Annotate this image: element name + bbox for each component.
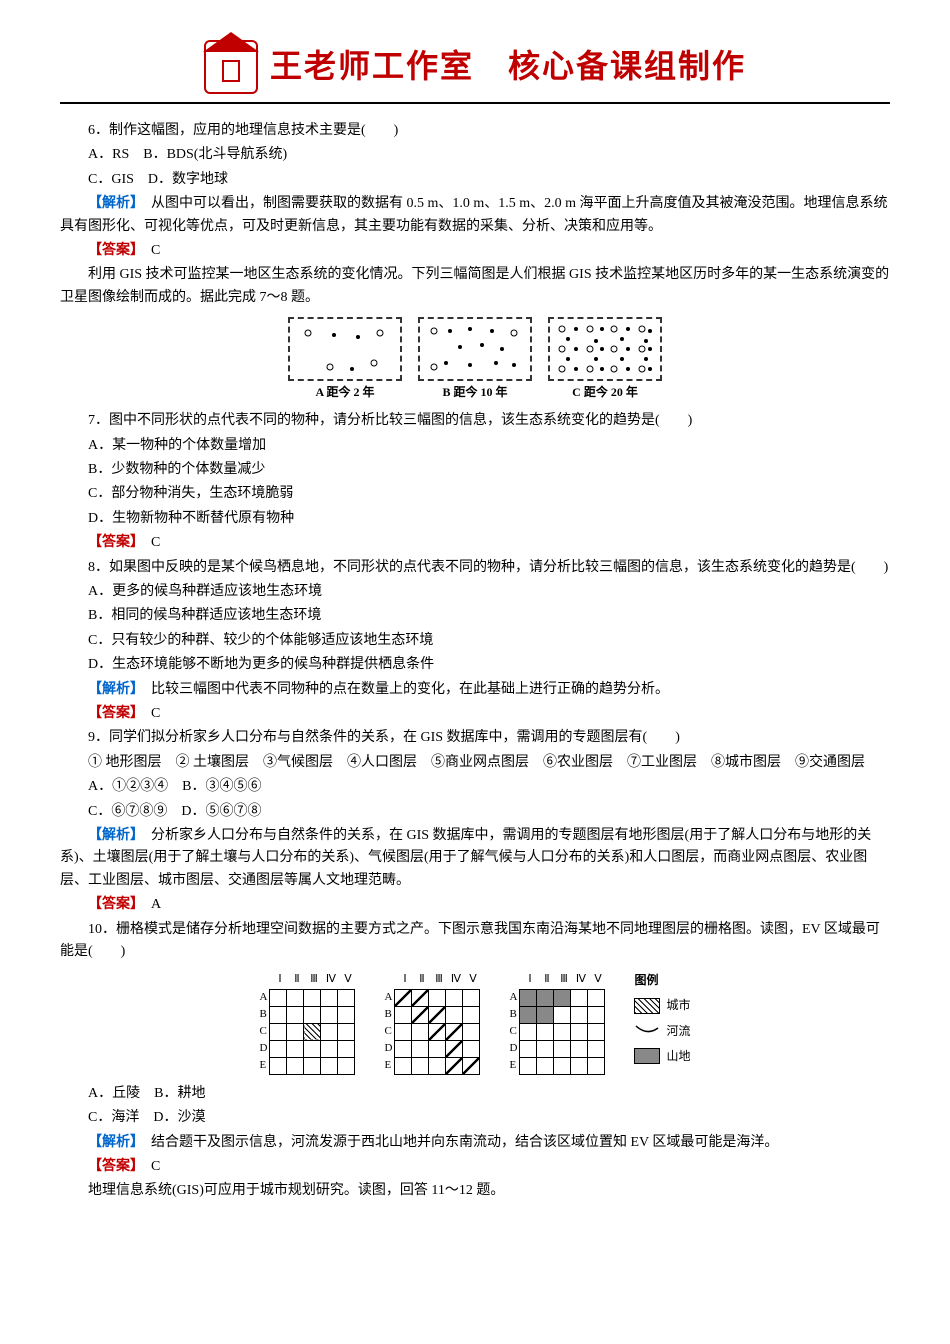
q8-analysis: 【解析】 比较三幅图中代表不同物种的点在数量上的变化，在此基础上进行正确的趋势分…	[60, 679, 890, 701]
q6-answer: 【答案】 C	[60, 240, 890, 262]
q8-a: A．更多的候鸟种群适应该地生态环境	[60, 581, 890, 603]
q6-ab: A．RS B．BDS(北斗导航系统)	[60, 144, 890, 166]
q7-answer: 【答案】 C	[60, 532, 890, 554]
q8-c: C．只有较少的种群、较少的个体能够适应该地生态环境	[60, 630, 890, 652]
grid-3: ⅠⅡⅢⅣⅤ ABCDE	[509, 971, 606, 1075]
q9-ab: A．①②③④ B．③④⑤⑥	[60, 776, 890, 798]
q9-options: ① 地形图层 ② 土壤图层 ③气候图层 ④人口图层 ⑤商业网点图层 ⑥农业图层 …	[60, 752, 890, 774]
q10-analysis: 【解析】 结合题干及图示信息，河流发源于西北山地并向东南流动，结合该区域位置知 …	[60, 1132, 890, 1154]
header-title: 王老师工作室 核心备课组制作	[270, 41, 746, 92]
header-rule	[60, 102, 890, 104]
q7-stem: 7．图中不同形状的点代表不同的物种，请分析比较三幅图的信息，该生态系统变化的趋势…	[60, 410, 890, 432]
q8-stem: 8．如果图中反映的是某个候鸟栖息地，不同形状的点代表不同的物种，请分析比较三幅图…	[60, 557, 890, 579]
q10-answer: 【答案】 C	[60, 1156, 890, 1178]
q7-a: A．某一物种的个体数量增加	[60, 435, 890, 457]
q7-c: C．部分物种消失，生态环境脆弱	[60, 483, 890, 505]
grid-1: ⅠⅡⅢⅣⅤ ABCDE	[259, 971, 356, 1075]
q9-analysis: 【解析】 分析家乡人口分布与自然条件的关系，在 GIS 数据库中，需调用的专题图…	[60, 825, 890, 892]
q10-stem: 10．栅格模式是储存分析地理空间数据的主要方式之产。下图示意我国东南沿海某地不同…	[60, 919, 890, 964]
q10-cd: C．海洋 D．沙漠	[60, 1107, 890, 1129]
panel-c: C 距今 20 年	[548, 317, 662, 402]
q8-d: D．生态环境能够不断地为更多的候鸟种群提供栖息条件	[60, 654, 890, 676]
q6-analysis: 【解析】 从图中可以看出，制图需要获取的数据有 0.5 m、1.0 m、1.5 …	[60, 193, 890, 238]
legend: 图例 城市 河流 山地	[634, 971, 690, 1066]
q8-b: B．相同的候鸟种群适应该地生态环境	[60, 605, 890, 627]
figure-7-8: A 距今 2 年 B 距今 10 年 C 距今 20 年	[60, 317, 890, 402]
q8-answer: 【答案】 C	[60, 703, 890, 725]
tail-intro: 地理信息系统(GIS)可应用于城市规划研究。读图，回答 11～12 题。	[60, 1180, 890, 1202]
panel-b: B 距今 10 年	[418, 317, 532, 402]
q7-d: D．生物新物种不断替代原有物种	[60, 508, 890, 530]
panel-a: A 距今 2 年	[288, 317, 402, 402]
header-logo: 王老师工作室 核心备课组制作	[60, 40, 890, 94]
intro-7-8: 利用 GIS 技术可监控某一地区生态系统的变化情况。下列三幅简图是人们根据 GI…	[60, 264, 890, 309]
q10-ab: A．丘陵 B．耕地	[60, 1083, 890, 1105]
q9-answer: 【答案】 A	[60, 894, 890, 916]
q6-cd: C．GIS D．数字地球	[60, 169, 890, 191]
q6-stem: 6．制作这幅图，应用的地理信息技术主要是( )	[60, 120, 890, 142]
q9-stem: 9．同学们拟分析家乡人口分布与自然条件的关系，在 GIS 数据库中，需调用的专题…	[60, 727, 890, 749]
figure-10: ⅠⅡⅢⅣⅤ ABCDE ⅠⅡⅢⅣⅤ ABCDE ⅠⅡⅢⅣⅤ ABCDE 图例 城…	[60, 971, 890, 1075]
q9-cd: C．⑥⑦⑧⑨ D．⑤⑥⑦⑧	[60, 801, 890, 823]
grid-2: ⅠⅡⅢⅣⅤ ABCDE	[384, 971, 481, 1075]
house-icon	[204, 40, 258, 94]
q7-b: B．少数物种的个体数量减少	[60, 459, 890, 481]
